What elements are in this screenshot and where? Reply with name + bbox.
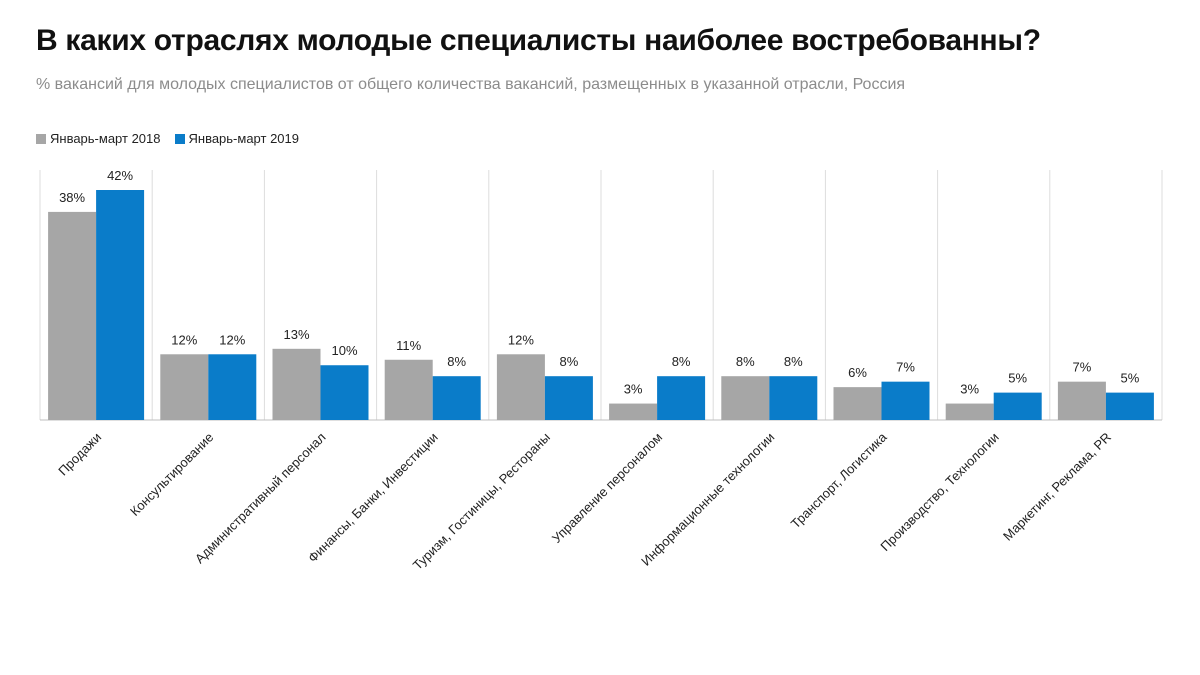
legend-swatch-2019 [174, 133, 185, 144]
data-label: 5% [1008, 371, 1027, 386]
data-label: 11% [396, 338, 421, 353]
data-label: 3% [960, 382, 979, 397]
data-label: 13% [283, 327, 309, 342]
data-label: 8% [447, 354, 466, 369]
bar-2018 [945, 403, 994, 420]
bar-2019 [432, 376, 481, 420]
data-label: 7% [896, 360, 915, 375]
legend-label-2019: Январь-март 2019 [188, 131, 300, 146]
category-label: Финансы, Банки, Инвестиции [305, 430, 441, 566]
data-label: 8% [560, 354, 579, 369]
category-label: Туризм, Гостиницы, Рестораны [410, 430, 553, 573]
chart-subtitle: % вакансий для молодых специалистов от о… [36, 76, 906, 93]
category-label: Продажи [55, 430, 104, 479]
category-label: Административный персонал [192, 430, 329, 567]
bar-2018 [160, 354, 209, 420]
bar-2018 [1057, 381, 1106, 420]
data-label: 6% [848, 365, 867, 380]
legend-item-2019: Январь-март 2019 [174, 131, 300, 146]
data-label: 12% [508, 332, 534, 347]
bar-2019 [881, 381, 930, 420]
legend-swatch-2018 [36, 133, 46, 144]
bar-2019 [1105, 392, 1154, 420]
bar-2018 [609, 403, 658, 420]
data-label: 8% [736, 354, 755, 369]
category-label: Информационные технологии [638, 430, 777, 569]
bar-2018 [48, 211, 97, 420]
bar-2018 [272, 348, 321, 420]
bar-2019 [208, 354, 257, 420]
chart-title: В каких отраслях молодые специалисты наи… [36, 24, 1041, 57]
data-label: 38% [59, 190, 85, 205]
bar-2019 [769, 376, 818, 420]
data-label: 10% [331, 343, 357, 358]
data-label: 42% [107, 168, 133, 183]
bar-2019 [993, 392, 1042, 420]
category-label: Транспорт, Логистика [788, 429, 890, 531]
legend-label-2018: Январь-март 2018 [50, 131, 161, 146]
category-label: Управление персоналом [549, 429, 665, 545]
bar-2018 [496, 354, 545, 420]
bar-2018 [833, 387, 882, 420]
bar-2019 [320, 365, 369, 420]
chart-legend: Январь-март 2018 Январь-март 2019 [36, 131, 299, 146]
data-label: 12% [219, 332, 245, 347]
category-label: Маркетинг, Реклама, PR [1000, 430, 1114, 544]
bar-2018 [721, 376, 770, 420]
bar-2019 [544, 376, 593, 420]
data-label: 8% [784, 354, 803, 369]
data-label: 12% [171, 332, 197, 347]
category-label: Производство, Технологии [877, 430, 1001, 554]
data-label: 3% [624, 382, 643, 397]
data-label: 5% [1121, 371, 1140, 386]
bar-2019 [96, 190, 145, 420]
data-label: 7% [1073, 360, 1092, 375]
legend-item-2018: Январь-март 2018 [36, 131, 161, 146]
data-label: 8% [672, 354, 691, 369]
category-label: Консультирование [127, 430, 216, 519]
bar-2019 [657, 376, 706, 420]
bar-2018 [384, 359, 433, 420]
